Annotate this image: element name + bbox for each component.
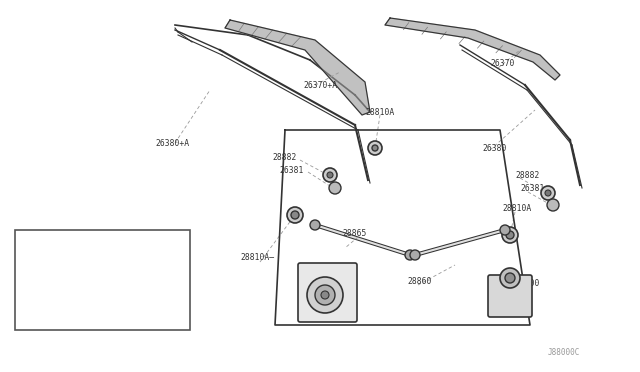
Circle shape [307,277,343,313]
Circle shape [327,172,333,178]
Text: 28810A: 28810A [365,108,394,116]
Text: ASSIST: ASSIST [120,253,149,262]
Circle shape [405,250,415,260]
Text: 26381: 26381 [520,183,545,192]
Circle shape [541,186,555,200]
Text: 26381: 26381 [279,166,303,174]
FancyBboxPatch shape [488,275,532,317]
Text: 28882: 28882 [272,153,296,161]
Circle shape [287,207,303,223]
Text: J88000C: J88000C [548,348,580,357]
Circle shape [500,268,520,288]
Text: WIPER BLADE REFILLS: WIPER BLADE REFILLS [25,305,122,314]
Circle shape [372,145,378,151]
Text: 28810: 28810 [318,301,342,310]
Text: 26370+A: 26370+A [303,80,337,90]
Text: 26373P: 26373P [120,244,149,253]
Circle shape [506,231,514,239]
Circle shape [329,182,341,194]
Text: 26380+A: 26380+A [155,138,189,148]
Circle shape [547,199,559,211]
Text: 28865: 28865 [342,228,366,237]
Polygon shape [225,20,370,115]
Text: 26370: 26370 [490,58,515,67]
Circle shape [545,190,551,196]
Text: 28810A–: 28810A– [240,253,274,263]
Circle shape [321,291,329,299]
Polygon shape [385,18,560,80]
Circle shape [410,250,420,260]
Text: 28800: 28800 [515,279,540,288]
Text: 28860: 28860 [407,278,431,286]
Bar [15,230,190,330]
FancyBboxPatch shape [298,263,357,322]
Circle shape [315,285,335,305]
Circle shape [291,211,299,219]
Text: DRIVER: DRIVER [120,283,149,292]
Circle shape [500,225,510,235]
Text: 26380: 26380 [482,144,506,153]
Circle shape [502,227,518,243]
Text: 28882: 28882 [515,170,540,180]
Circle shape [310,220,320,230]
Circle shape [368,141,382,155]
Text: 28810A: 28810A [502,203,531,212]
Circle shape [505,273,515,283]
Circle shape [323,168,337,182]
Text: 26373M: 26373M [120,273,149,282]
